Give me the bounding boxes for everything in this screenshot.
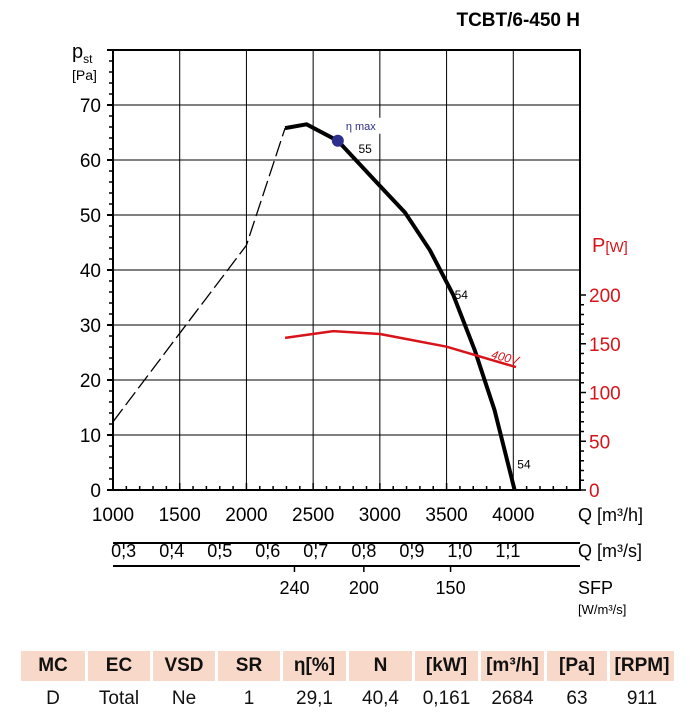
header-cell: MC [21, 651, 85, 681]
eta-max-label: η max [346, 121, 376, 133]
unstable-curve [112, 127, 286, 423]
y2-tick-label: 150 [589, 335, 621, 356]
x2-tick-label: 0,3 [111, 541, 136, 561]
x-tick-label: 3000 [359, 505, 401, 526]
power-curve-400v [284, 329, 517, 369]
sfp-tick-label: 200 [349, 578, 379, 598]
x2-tick-label: 0,4 [159, 541, 184, 561]
table-header-row: MC EC VSD SR η[%] N [kW] [m³/h] [Pa] [RPM] [21, 651, 674, 681]
y-tick-label: 30 [80, 316, 101, 337]
value-cell: D [46, 688, 60, 709]
x2-tick-label: 0,5 [207, 541, 232, 561]
y2-tick-label: 200 [589, 286, 621, 307]
x-tick-label: 3500 [425, 505, 467, 526]
y2-label: P[W] [592, 235, 628, 257]
efficiency-label: 55 [359, 142, 373, 156]
table-row: D Total Ne 1 29,1 40,4 0,161 2684 63 911 [21, 681, 674, 717]
x-tick-label: 1500 [159, 505, 201, 526]
sfp-unit: [W/m³/s] [578, 602, 626, 617]
value-cell: 1 [243, 688, 255, 709]
y2-tick-label: 0 [589, 481, 600, 502]
x2-label: Q [m³/s] [578, 541, 642, 561]
sfp-label: SFP [578, 578, 613, 598]
eta-label-bg [342, 117, 385, 134]
header-cell: [m³/h] [481, 651, 544, 681]
x-tick-label: 2500 [292, 505, 334, 526]
value-cell: Ne [171, 688, 197, 709]
value-cell: 0,161 [422, 688, 471, 709]
efficiency-label: 54 [455, 288, 469, 302]
header-cell: [RPM] [610, 651, 674, 681]
y-tick-label: 70 [80, 96, 101, 117]
header-cell: [kW] [415, 651, 478, 681]
x2-tick-label: 1,1 [495, 541, 520, 561]
sfp-tick-label: 240 [279, 578, 309, 598]
x-label: Q [m³/h] [578, 505, 643, 525]
x2-tick-label: 1,0 [447, 541, 472, 561]
y-unit: [Pa] [72, 67, 97, 83]
y-label: pst [72, 41, 93, 66]
x-tick-label: 2000 [225, 505, 267, 526]
x-tick-label: 4000 [492, 505, 534, 526]
spec-table: MC EC VSD SR η[%] N [kW] [m³/h] [Pa] [RPM] D Total… [18, 651, 677, 717]
chart-svg: TCBT/6-450 H pst [Pa] P[W] Q [m³/h] Q [m… [72, 10, 643, 617]
value-cell: 63 [566, 688, 588, 709]
y2-tick-label: 50 [589, 432, 610, 453]
eta-max-point [331, 134, 344, 147]
value-cell: 2684 [491, 688, 534, 709]
y-tick-label: 0 [90, 481, 101, 502]
x2-tick-label: 0,9 [399, 541, 424, 561]
chart-title: TCBT/6-450 H [456, 10, 580, 31]
header-cell: [Pa] [547, 651, 607, 681]
x2-tick-label: 0,6 [255, 541, 280, 561]
pressure-curve [284, 122, 517, 491]
x2-tick-label: 0,8 [351, 541, 376, 561]
header-cell: EC [88, 651, 150, 681]
x2-tick-label: 0,7 [303, 541, 328, 561]
y-tick-label: 60 [80, 151, 101, 172]
efficiency-label: 54 [517, 457, 531, 471]
value-cell: 40,4 [362, 688, 399, 709]
header-cell: VSD [153, 651, 215, 681]
y-tick-label: 50 [80, 206, 101, 227]
sfp-tick-label: 150 [436, 578, 466, 598]
y2-tick-label: 100 [589, 384, 621, 405]
value-cell: 29,1 [296, 688, 333, 709]
header-cell: N [349, 651, 412, 681]
value-cell: Total [98, 688, 140, 709]
y-tick-label: 20 [80, 371, 101, 392]
x-tick-label: 1000 [92, 505, 134, 526]
header-cell: η[%] [283, 651, 346, 681]
y-tick-label: 10 [80, 426, 101, 447]
header-cell: SR [218, 651, 280, 681]
voltage-label: 400V [490, 347, 522, 368]
y-tick-label: 40 [80, 261, 101, 282]
value-cell: 911 [626, 688, 658, 709]
